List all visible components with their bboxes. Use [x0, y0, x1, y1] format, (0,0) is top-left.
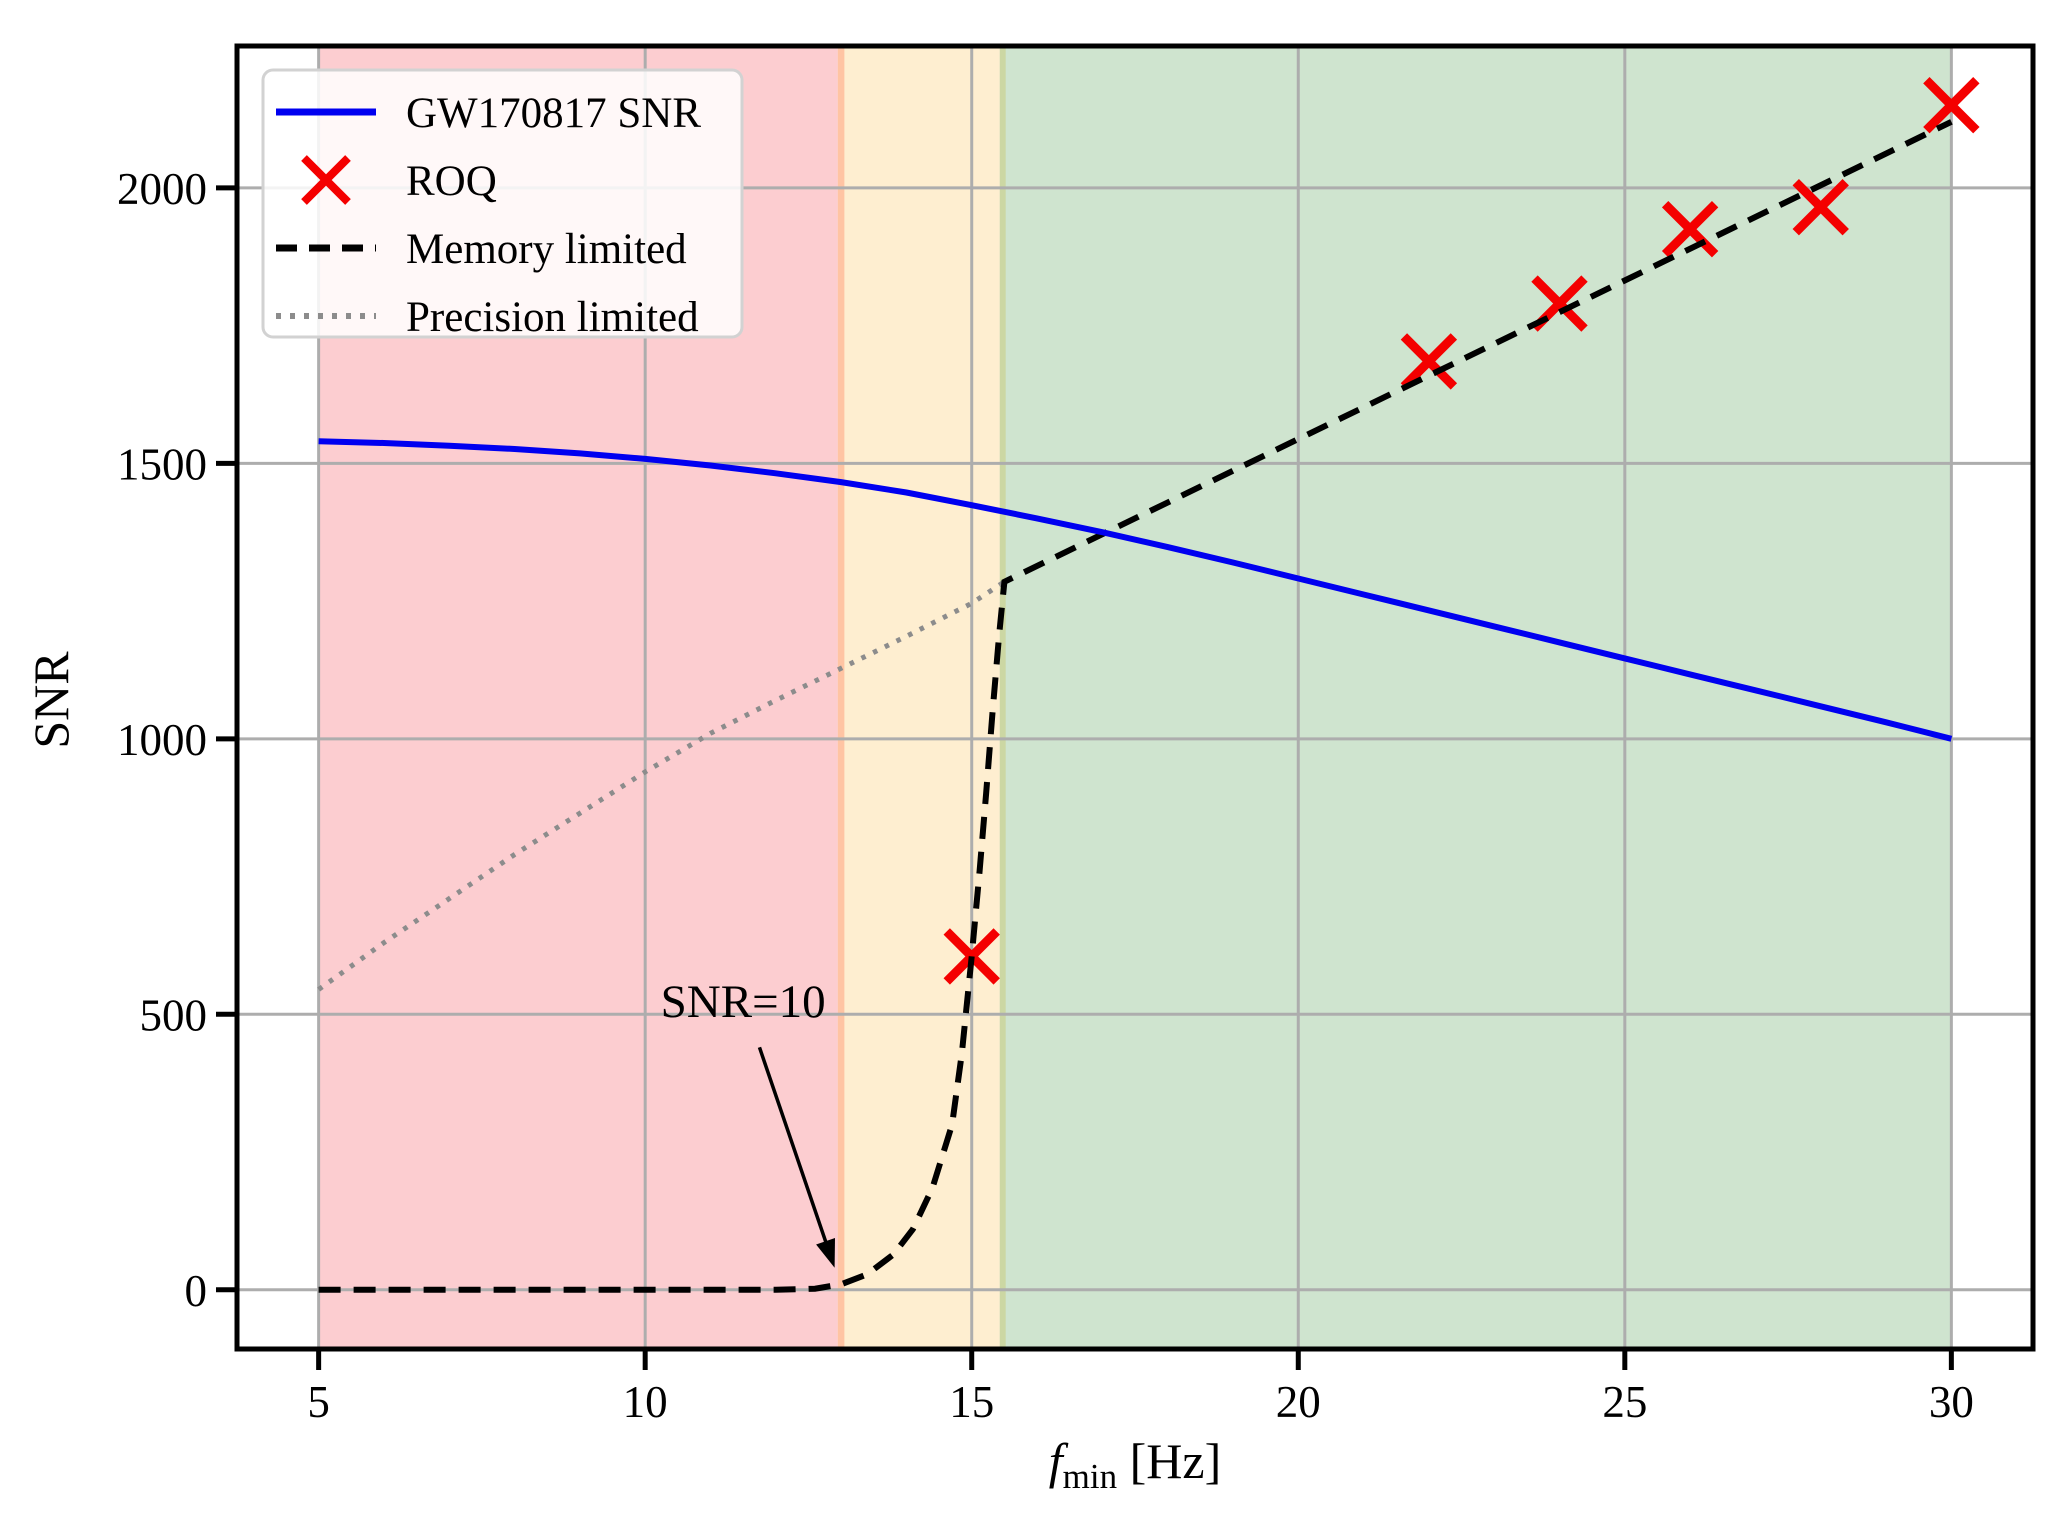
band-overlap-strip: [837, 46, 845, 1349]
y-tick-label: 500: [140, 990, 208, 1040]
x-axis-label-unit: [Hz]: [1117, 1433, 1221, 1489]
x-tick-label: 15: [949, 1377, 994, 1427]
memory-limited-line: [318, 119, 1953, 1293]
x-tick-label: 5: [307, 1377, 330, 1427]
y-tick-label: 2000: [117, 164, 207, 214]
x-tick-label: 30: [1929, 1377, 1974, 1427]
x-tick-label: 10: [623, 1377, 668, 1427]
band-transition-zone-orange: [837, 46, 1006, 1349]
y-tick-label: 1000: [117, 715, 207, 765]
annotation-arrow-head: [816, 1238, 835, 1268]
gw170817-snr-line: [318, 438, 1953, 742]
roq-x-marker: [1923, 77, 1980, 134]
y-tick-label: 1500: [117, 439, 207, 489]
y-axis-label: SNR: [23, 651, 79, 749]
band-feasible-zone-green: [999, 46, 1952, 1349]
annotation-text: SNR=10: [661, 976, 826, 1028]
x-axis-label: fmin [Hz]: [1049, 1433, 1221, 1496]
series-layer: [317, 77, 1980, 1293]
grid-layer: [237, 46, 2033, 1349]
y-tick-label: 0: [185, 1266, 208, 1316]
x-tick-label: 20: [1276, 1377, 1321, 1427]
annotation-layer: SNR=10: [661, 976, 835, 1268]
roq-x-marker: [1661, 201, 1719, 258]
legend-label: Memory limited: [406, 226, 687, 273]
legend-sample-x-marker: [301, 155, 351, 205]
legend-label: Precision limited: [406, 294, 699, 341]
legend-box: [261, 68, 744, 339]
roq-x-marker: [1400, 333, 1458, 390]
legend-layer: GW170817 SNR ROQ Memory limited Precision l…: [261, 68, 744, 341]
legend-label: GW170817 SNR: [406, 90, 701, 137]
legend-label: ROQ: [406, 158, 497, 205]
axes-layer: 5 10 15 20 25 30 0 500 1000 1500 2000 SNR fmin [Hz]: [23, 43, 2036, 1496]
annotation-arrow-shaft: [757, 1046, 831, 1253]
plot-frame: [234, 43, 2036, 1352]
precision-limited-line: [317, 579, 1006, 992]
x-axis-label-subscript: min: [1063, 1457, 1117, 1496]
roq-x-marker: [1792, 178, 1849, 236]
band-overlap-strip: [999, 46, 1006, 1349]
x-tick-label: 25: [1602, 1377, 1647, 1427]
